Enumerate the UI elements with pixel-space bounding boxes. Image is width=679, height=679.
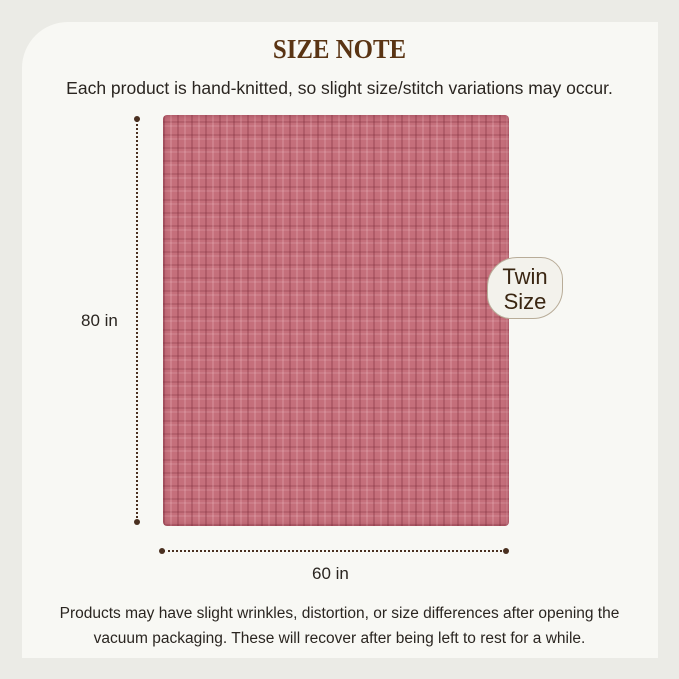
dimension-dot: [503, 548, 509, 554]
dimension-dot: [159, 548, 165, 554]
height-dimension-line: [136, 120, 138, 522]
height-label: 80 in: [81, 311, 118, 330]
blanket-image: [163, 115, 509, 526]
footer-note: Products may have slight wrinkles, disto…: [20, 601, 659, 651]
badge-line1: Twin: [502, 264, 548, 289]
badge-line2: Size: [503, 289, 547, 314]
subtitle: Each product is hand-knitted, so slight …: [66, 78, 613, 98]
width-label: 60 in: [312, 564, 349, 583]
footer-line1: Products may have slight wrinkles, disto…: [59, 605, 620, 622]
size-badge: Twin Size: [487, 257, 563, 319]
footer-line2: vacuum packaging. These will recover aft…: [93, 630, 586, 647]
dimension-dot: [134, 519, 140, 525]
dimension-dot: [134, 116, 140, 122]
page-title: SIZE NOTE: [272, 34, 407, 64]
width-dimension-line: [163, 550, 506, 552]
